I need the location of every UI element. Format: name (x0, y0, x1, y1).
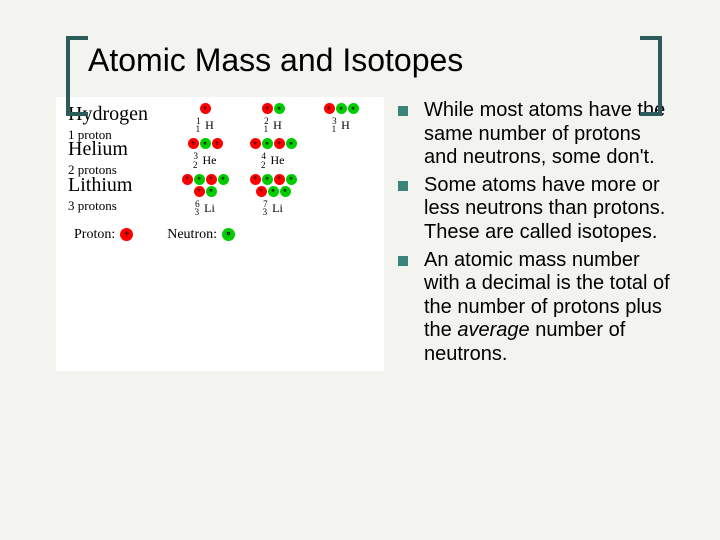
neutron-icon: ∘ (194, 174, 205, 185)
proton-icon: + (120, 228, 133, 241)
proton-icon: + (324, 103, 335, 114)
isotope-label: 42He (262, 151, 285, 169)
neutron-icon: ∘ (206, 186, 217, 197)
neutron-icon: ∘ (218, 174, 229, 185)
isotope-label: 63Li (195, 199, 215, 217)
neutron-icon: ∘ (336, 103, 347, 114)
bullet-item: Some atoms have more or less neutrons th… (398, 174, 672, 245)
bullet-text: While most atoms have the same number of… (424, 99, 672, 170)
isotope-label: 32He (194, 151, 217, 169)
title-area: Atomic Mass and Isotopes (56, 42, 672, 79)
bullet-text: An atomic mass number with a decimal is … (424, 249, 672, 367)
element-row: Helium 2 protons +∘+ 32He +∘+∘ 42He (68, 138, 380, 169)
proton-icon: + (182, 174, 193, 185)
neutron-icon: ∘ (348, 103, 359, 114)
isotope: + 11H (176, 103, 234, 134)
isotope: +∘ 21H (244, 103, 302, 134)
neutron-icon: ∘ (262, 138, 273, 149)
element-row: Hydrogen 1 proton + 11H +∘ 21H +∘∘ (68, 103, 380, 134)
isotope: +∘+∘+∘ 63Li (176, 174, 234, 217)
bullet-marker-icon (398, 256, 408, 266)
isotopes-diagram: Hydrogen 1 proton + 11H +∘ 21H +∘∘ (56, 97, 384, 371)
proton-icon: + (212, 138, 223, 149)
bullet-marker-icon (398, 106, 408, 116)
proton-icon: + (262, 103, 273, 114)
isotope: +∘+∘+∘∘ 73Li (244, 174, 302, 217)
bullet-list: While most atoms have the same number of… (398, 97, 672, 371)
bracket-right-icon (640, 36, 662, 116)
isotope: +∘∘ 31H (312, 103, 370, 134)
element-name: Helium (68, 138, 128, 161)
nucleus-icon: +∘+∘+∘ (179, 174, 231, 197)
bracket-left-icon (66, 36, 88, 116)
bullet-item: An atomic mass number with a decimal is … (398, 249, 672, 367)
proton-icon: + (256, 186, 267, 197)
bullet-text: Some atoms have more or less neutrons th… (424, 174, 672, 245)
isotope-row: +∘+ 32He +∘+∘ 42He (176, 138, 380, 169)
nucleus-icon: +∘+∘+∘∘ (247, 174, 299, 197)
bullet-item: While most atoms have the same number of… (398, 99, 672, 170)
isotope-label: 11H (196, 116, 214, 134)
slide: Atomic Mass and Isotopes Hydrogen 1 prot… (0, 0, 720, 540)
neutron-icon: ∘ (222, 228, 235, 241)
isotope: +∘+∘ 42He (244, 138, 302, 169)
nucleus-icon: + (200, 103, 211, 114)
isotope-label: 31H (332, 116, 350, 134)
nucleus-icon: +∘+∘ (250, 138, 297, 149)
legend-neutron: Neutron:∘ (167, 227, 235, 243)
element-protons: 3 protons (68, 198, 132, 214)
proton-icon: + (274, 174, 285, 185)
neutron-icon: ∘ (262, 174, 273, 185)
neutron-icon: ∘ (200, 138, 211, 149)
proton-icon: + (200, 103, 211, 114)
neutron-icon: ∘ (286, 138, 297, 149)
proton-icon: + (250, 174, 261, 185)
proton-icon: + (188, 138, 199, 149)
nucleus-icon: +∘∘ (324, 103, 359, 114)
content-area: Hydrogen 1 proton + 11H +∘ 21H +∘∘ (56, 97, 672, 371)
legend: Proton:+ Neutron:∘ (74, 227, 380, 243)
proton-icon: + (274, 138, 285, 149)
isotope-row: + 11H +∘ 21H +∘∘ 31H (176, 103, 380, 134)
isotope: +∘+ 32He (176, 138, 234, 169)
isotope-label: 73Li (263, 199, 283, 217)
neutron-icon: ∘ (274, 103, 285, 114)
nucleus-icon: +∘+ (188, 138, 223, 149)
legend-proton: Proton:+ (74, 227, 133, 243)
proton-icon: + (250, 138, 261, 149)
isotope-label: 21H (264, 116, 282, 134)
proton-icon: + (194, 186, 205, 197)
neutron-icon: ∘ (280, 186, 291, 197)
neutron-icon: ∘ (268, 186, 279, 197)
element-name: Lithium (68, 174, 132, 197)
slide-title: Atomic Mass and Isotopes (88, 42, 463, 79)
proton-icon: + (206, 174, 217, 185)
isotope-row: +∘+∘+∘ 63Li +∘+∘+∘∘ 73Li (176, 174, 380, 217)
element-row: Lithium 3 protons +∘+∘+∘ 63Li +∘+∘+∘∘ 73… (68, 174, 380, 217)
nucleus-icon: +∘ (262, 103, 285, 114)
neutron-icon: ∘ (286, 174, 297, 185)
bullet-marker-icon (398, 181, 408, 191)
